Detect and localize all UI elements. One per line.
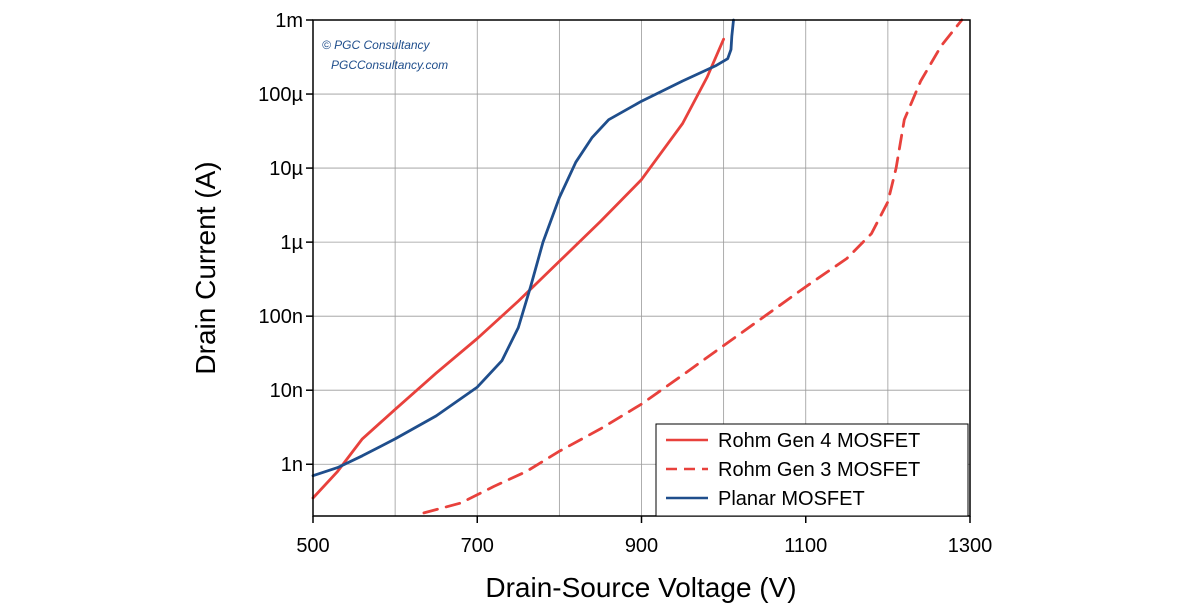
series-layer bbox=[311, 18, 964, 515]
series-line-rohm-gen-3-mosfet bbox=[422, 18, 964, 515]
x-axis-title: Drain-Source Voltage (V) bbox=[485, 572, 796, 603]
watermark-line-2: PGCConsultancy.com bbox=[331, 58, 448, 72]
x-tick-label-1100: 1100 bbox=[784, 535, 827, 557]
y-tick-label-0: 1n bbox=[281, 454, 303, 476]
grid-lines bbox=[313, 20, 970, 516]
x-tick-label-900: 900 bbox=[625, 535, 658, 557]
y-tick-label-1: 10n bbox=[270, 380, 303, 402]
y-tick-label-5: 100µ bbox=[258, 84, 303, 106]
legend-label-rohm-gen-3: Rohm Gen 3 MOSFET bbox=[718, 459, 920, 481]
y-tick-label-4: 10µ bbox=[269, 158, 303, 180]
y-tick-label-3: 1µ bbox=[280, 232, 303, 254]
series-line-planar-mosfet bbox=[311, 18, 735, 478]
legend-label-planar: Planar MOSFET bbox=[718, 488, 865, 510]
legend-label-rohm-gen-4: Rohm Gen 4 MOSFET bbox=[718, 430, 920, 452]
axis-ticks: 500 700 900 1100 1300 1n 10n 100n 1µ 10µ 100µ 1m bbox=[258, 10, 992, 557]
y-tick-label-6: 1m bbox=[275, 10, 303, 32]
x-tick-label-500: 500 bbox=[296, 535, 329, 557]
x-tick-label-1300: 1300 bbox=[948, 535, 993, 557]
watermark-line-1: © PGC Consultancy bbox=[322, 38, 431, 52]
legend: Rohm Gen 4 MOSFET Rohm Gen 3 MOSFET Plan… bbox=[655, 423, 969, 517]
series-line-rohm-gen-4-mosfet bbox=[311, 37, 725, 500]
x-tick-label-700: 700 bbox=[461, 535, 494, 557]
y-axis-title: Drain Current (A) bbox=[190, 161, 221, 374]
y-tick-label-2: 100n bbox=[259, 306, 304, 328]
